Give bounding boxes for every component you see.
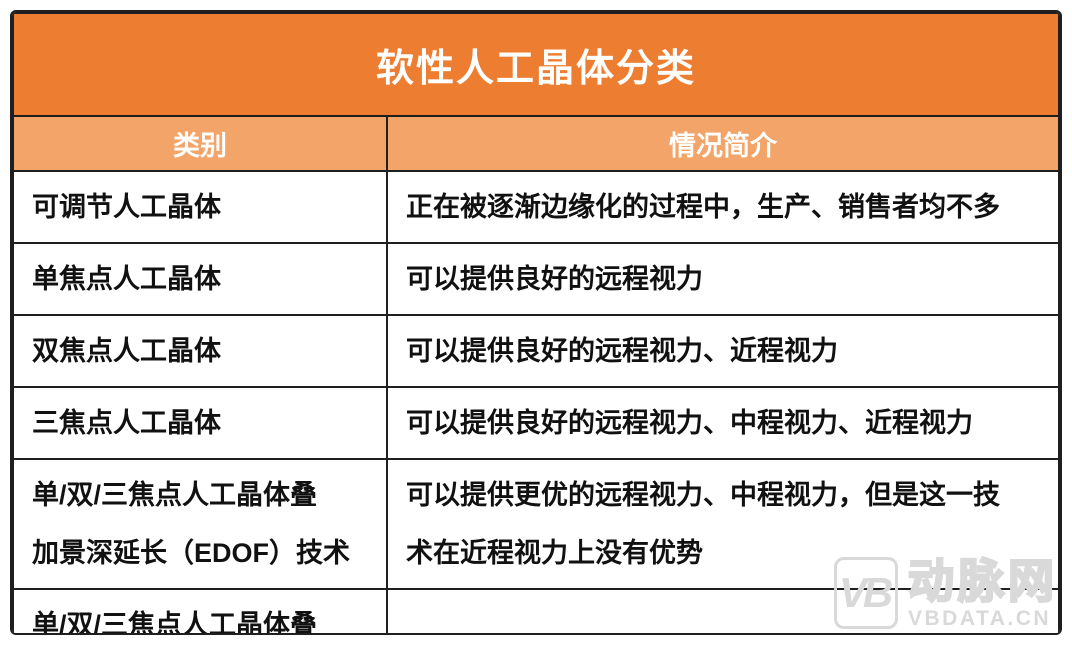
cell-category-text: 三焦点人工晶体: [32, 408, 221, 439]
cell-description: 可以提供良好的远程视力: [386, 242, 1060, 317]
cell-category: 双焦点人工晶体: [12, 314, 388, 389]
table-row: 可调节人工晶体 正在被逐渐边缘化的过程中，生产、销售者均不多: [12, 169, 1060, 245]
classification-table-container: 软性人工晶体分类 类别 情况简介 可调节人工晶体 正在被逐渐边缘化的过程中，生产…: [10, 10, 1062, 635]
cell-description-text: 可以提供更优的远程视力、中程视力，但是这一技 术在近程视力上没有优势: [406, 480, 1000, 569]
table-header-row: 类别 情况简介: [12, 115, 1060, 172]
cell-description: 正在被逐渐边缘化的过程中，生产、销售者均不多: [386, 169, 1060, 245]
cell-category-text: 单焦点人工晶体: [32, 264, 221, 295]
table-title: 软性人工晶体分类: [12, 12, 1060, 117]
cell-description: 可以额外提供矫正散光的功能: [386, 588, 1060, 633]
table-row: 单/双/三焦点人工晶体叠 加景深延长（EDOF）技术 可以提供更优的远程视力、中…: [12, 458, 1060, 591]
cell-category-text: 双焦点人工晶体: [32, 336, 221, 367]
classification-table: 软性人工晶体分类 类别 情况简介 可调节人工晶体 正在被逐渐边缘化的过程中，生产…: [12, 12, 1060, 635]
cell-category: 可调节人工晶体: [12, 169, 388, 245]
cell-category: 单焦点人工晶体: [12, 242, 388, 317]
cell-description-text: 可以额外提供矫正散光的功能: [406, 625, 1044, 633]
cell-description-text: 可以提供良好的远程视力、近程视力: [406, 336, 838, 367]
table-row: 单焦点人工晶体 可以提供良好的远程视力: [12, 242, 1060, 317]
table-row: 单/双/三焦点人工晶体叠 加抗散光（Toric）技术 可以额外提供矫正散光的功能: [12, 588, 1060, 635]
column-header-description: 情况简介: [386, 115, 1060, 172]
cell-description: 可以提供良好的远程视力、近程视力: [386, 314, 1060, 389]
cell-category: 单/双/三焦点人工晶体叠 加抗散光（Toric）技术: [12, 588, 388, 635]
column-header-category: 类别: [12, 115, 388, 172]
cell-description-text: 可以提供良好的远程视力: [406, 264, 703, 295]
table-title-row: 软性人工晶体分类: [12, 12, 1060, 117]
cell-category-text: 单/双/三焦点人工晶体叠 加景深延长（EDOF）技术: [32, 480, 351, 569]
table-row: 双焦点人工晶体 可以提供良好的远程视力、近程视力: [12, 314, 1060, 389]
cell-description: 可以提供良好的远程视力、中程视力、近程视力: [386, 386, 1060, 461]
cell-category-text: 可调节人工晶体: [32, 192, 221, 222]
cell-description-text: 可以提供良好的远程视力、中程视力、近程视力: [406, 408, 973, 439]
cell-category: 三焦点人工晶体: [12, 386, 388, 461]
table-row: 三焦点人工晶体 可以提供良好的远程视力、中程视力、近程视力: [12, 386, 1060, 461]
cell-category: 单/双/三焦点人工晶体叠 加景深延长（EDOF）技术: [12, 458, 388, 591]
cell-description: 可以提供更优的远程视力、中程视力，但是这一技 术在近程视力上没有优势: [386, 458, 1060, 591]
cell-category-text: 单/双/三焦点人工晶体叠 加抗散光（Toric）技术: [32, 610, 318, 635]
cell-description-text: 正在被逐渐边缘化的过程中，生产、销售者均不多: [406, 192, 1000, 222]
